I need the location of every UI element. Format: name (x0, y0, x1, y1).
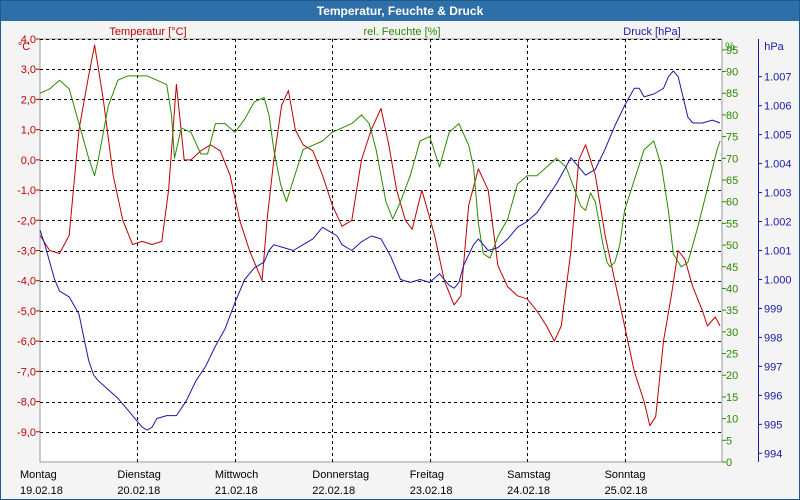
temperature-series-line (39, 44, 721, 427)
pressure-tick-label: 1.001 (764, 246, 792, 258)
humidity-tick-label: 30 (726, 327, 738, 339)
x-date-label: 21.02.18 (215, 485, 258, 497)
pressure-tick-label: 998 (764, 332, 782, 344)
humidity-tick-label: 65 (726, 175, 738, 187)
humidity-tick-label: 85 (726, 88, 738, 100)
x-date-label: 19.02.18 (20, 485, 63, 497)
pressure-tick-label: 1.003 (764, 188, 792, 200)
x-date-label: 22.02.18 (312, 485, 355, 497)
temperature-axis-title: Temperatur [°C] (109, 26, 186, 38)
x-day-label: Samstag (507, 469, 550, 481)
temperature-axis: 4,0 3,0 2,0 1,0 0,0 -1,0 -2,0 -3,0 -4,0 -5,0 -6,0 -… (17, 34, 40, 439)
pressure-axis: 1.007 1.006 1.005 1.004 1.003 1.002 1.001 1.000… (758, 39, 792, 462)
temperature-tick-label: 4,0 (21, 34, 36, 46)
humidity-tick-label: 5 (726, 435, 732, 447)
temperature-tick-label: 0,0 (21, 155, 36, 167)
series-lines (39, 44, 721, 431)
temperature-tick-label: -1,0 (17, 185, 36, 197)
humidity-tick-label: 35 (726, 305, 738, 317)
pressure-unit: hPa (764, 41, 784, 53)
pressure-tick-label: 997 (764, 361, 782, 373)
humidity-tick-label: 90 (726, 67, 738, 79)
x-day-label: Donnerstag (312, 469, 369, 481)
humidity-tick-label: 70 (726, 153, 738, 165)
x-day-label: Montag (20, 469, 57, 481)
temperature-tick-label: -5,0 (17, 306, 36, 318)
pressure-tick-label: 994 (764, 448, 782, 460)
temperature-unit: °C (18, 41, 30, 53)
humidity-tick-label: 25 (726, 349, 738, 361)
humidity-tick-label: 60 (726, 197, 738, 209)
chart-title: Temperatur, Feuchte & Druck (1, 1, 799, 21)
plot-area (39, 38, 723, 463)
grid (40, 39, 722, 462)
temperature-tick-label: -4,0 (17, 276, 36, 288)
humidity-tick-label: 0 (726, 457, 732, 469)
pressure-axis-title: Druck [hPa] (623, 26, 680, 38)
pressure-tick-label: 1.006 (764, 101, 792, 113)
axis-titles: Temperatur [°C] rel. Feuchte [%] Druck [… (18, 26, 785, 53)
humidity-tick-label: 45 (726, 262, 738, 274)
humidity-tick-label: 80 (726, 110, 738, 122)
x-day-label: Mittwoch (215, 469, 258, 481)
pressure-tick-label: 1.002 (764, 217, 792, 229)
x-date-label: 20.02.18 (117, 485, 160, 497)
x-date-label: 24.02.18 (507, 485, 550, 497)
temperature-tick-label: -9,0 (17, 427, 36, 439)
temperature-tick-label: -2,0 (17, 215, 36, 227)
temperature-tick-label: -7,0 (17, 366, 36, 378)
humidity-tick-label: 20 (726, 370, 738, 382)
pressure-tick-label: 1.004 (764, 159, 792, 171)
temperature-tick-label: -8,0 (17, 397, 36, 409)
pressure-tick-label: 1.000 (764, 274, 792, 286)
x-day-label: Sonntag (605, 469, 646, 481)
humidity-tick-label: 40 (726, 283, 738, 295)
humidity-axis-title: rel. Feuchte [%] (363, 26, 440, 38)
pressure-tick-label: 1.005 (764, 130, 792, 142)
pressure-tick-label: 995 (764, 419, 782, 431)
humidity-series-line (39, 75, 721, 268)
x-date-label: 25.02.18 (605, 485, 648, 497)
humidity-tick-label: 55 (726, 218, 738, 230)
temperature-tick-label: 1,0 (21, 125, 36, 137)
pressure-series-line (39, 70, 721, 431)
temperature-tick-label: 2,0 (21, 94, 36, 106)
humidity-tick-label: 75 (726, 132, 738, 144)
humidity-tick-label: 95 (726, 45, 738, 57)
x-date-label: 23.02.18 (410, 485, 453, 497)
pressure-tick-label: 999 (764, 303, 782, 315)
temperature-tick-label: -6,0 (17, 336, 36, 348)
temperature-tick-label: 3,0 (21, 64, 36, 76)
humidity-tick-label: 15 (726, 392, 738, 404)
humidity-tick-label: 50 (726, 240, 738, 252)
x-day-label: Dienstag (117, 469, 160, 481)
temperature-tick-label: -3,0 (17, 246, 36, 258)
x-day-label: Freitag (410, 469, 444, 481)
pressure-tick-label: 996 (764, 390, 782, 402)
humidity-unit: % (725, 41, 735, 53)
x-axis: Montag 19.02.18 Dienstag 20.02.18 Mittwoch 21… (20, 469, 647, 497)
pressure-tick-label: 1.007 (764, 72, 792, 84)
humidity-tick-label: 10 (726, 414, 738, 426)
